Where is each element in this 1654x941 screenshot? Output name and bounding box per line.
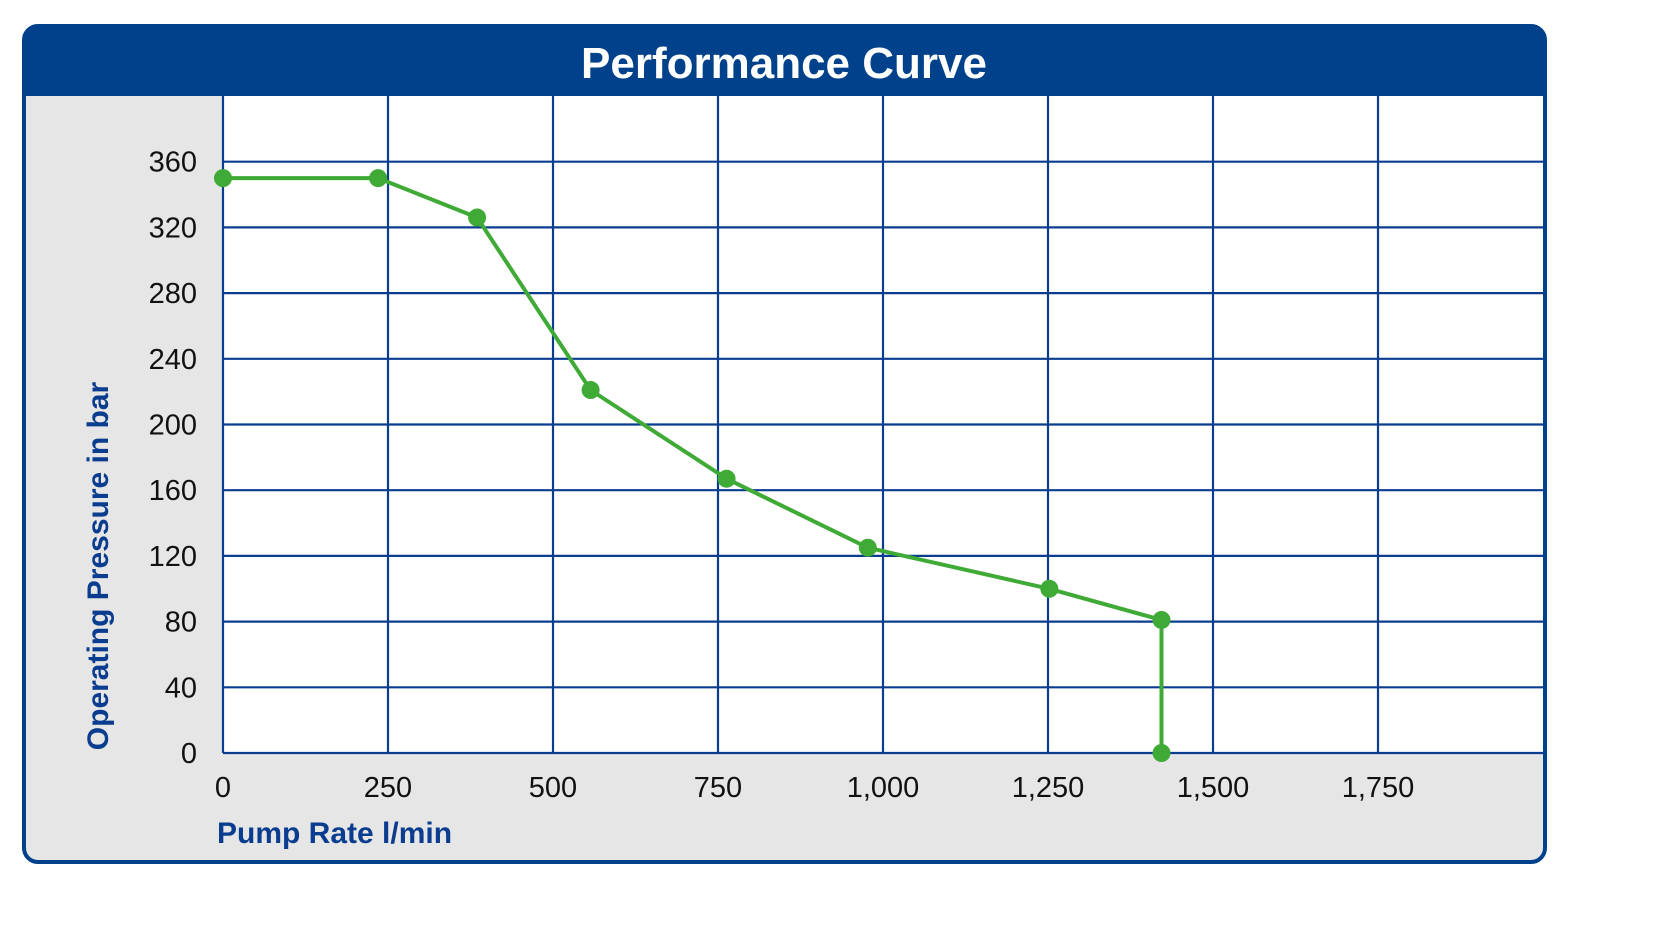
y-tick-label: 360: [149, 147, 197, 179]
data-point: [858, 538, 877, 557]
y-tick-label: 80: [165, 607, 197, 639]
x-tick-label: 500: [529, 772, 577, 804]
data-series: [214, 169, 1171, 762]
y-tick-label: 0: [181, 738, 197, 770]
y-tick-label: 120: [149, 541, 197, 573]
y-tick-label: 240: [149, 344, 197, 376]
y-tick-labels: 0 40 80 120 160 200 240 280 320 360: [149, 147, 197, 770]
y-tick-label: 200: [149, 410, 197, 442]
x-tick-label: 750: [694, 772, 742, 804]
title-bar: [24, 26, 1545, 96]
y-tick-label: 280: [149, 278, 197, 310]
data-point: [717, 469, 736, 488]
data-point: [581, 381, 600, 400]
x-tick-label: 1,500: [1177, 772, 1250, 804]
y-tick-label: 40: [165, 672, 197, 704]
chart-title: Performance Curve: [581, 39, 987, 88]
data-point: [214, 169, 232, 188]
y-axis-label: Operating Pressure in bar: [82, 381, 115, 750]
grid-lines: [221, 96, 1543, 755]
x-axis-label: Pump Rate l/min: [217, 817, 452, 850]
y-tick-label: 320: [149, 212, 197, 244]
x-tick-label: 0: [215, 772, 231, 804]
data-point: [1152, 610, 1171, 629]
x-tick-labels: 0 250 500 750 1,000 1,250 1,500 1,750: [215, 772, 1414, 804]
x-tick-label: 250: [364, 772, 412, 804]
y-tick-label: 160: [149, 475, 197, 507]
data-point: [1152, 744, 1171, 762]
x-tick-label: 1,250: [1012, 772, 1085, 804]
x-tick-label: 1,000: [847, 772, 920, 804]
data-point: [468, 208, 487, 227]
data-point: [1040, 579, 1059, 598]
x-tick-label: 1,750: [1342, 772, 1415, 804]
data-point: [369, 169, 388, 188]
